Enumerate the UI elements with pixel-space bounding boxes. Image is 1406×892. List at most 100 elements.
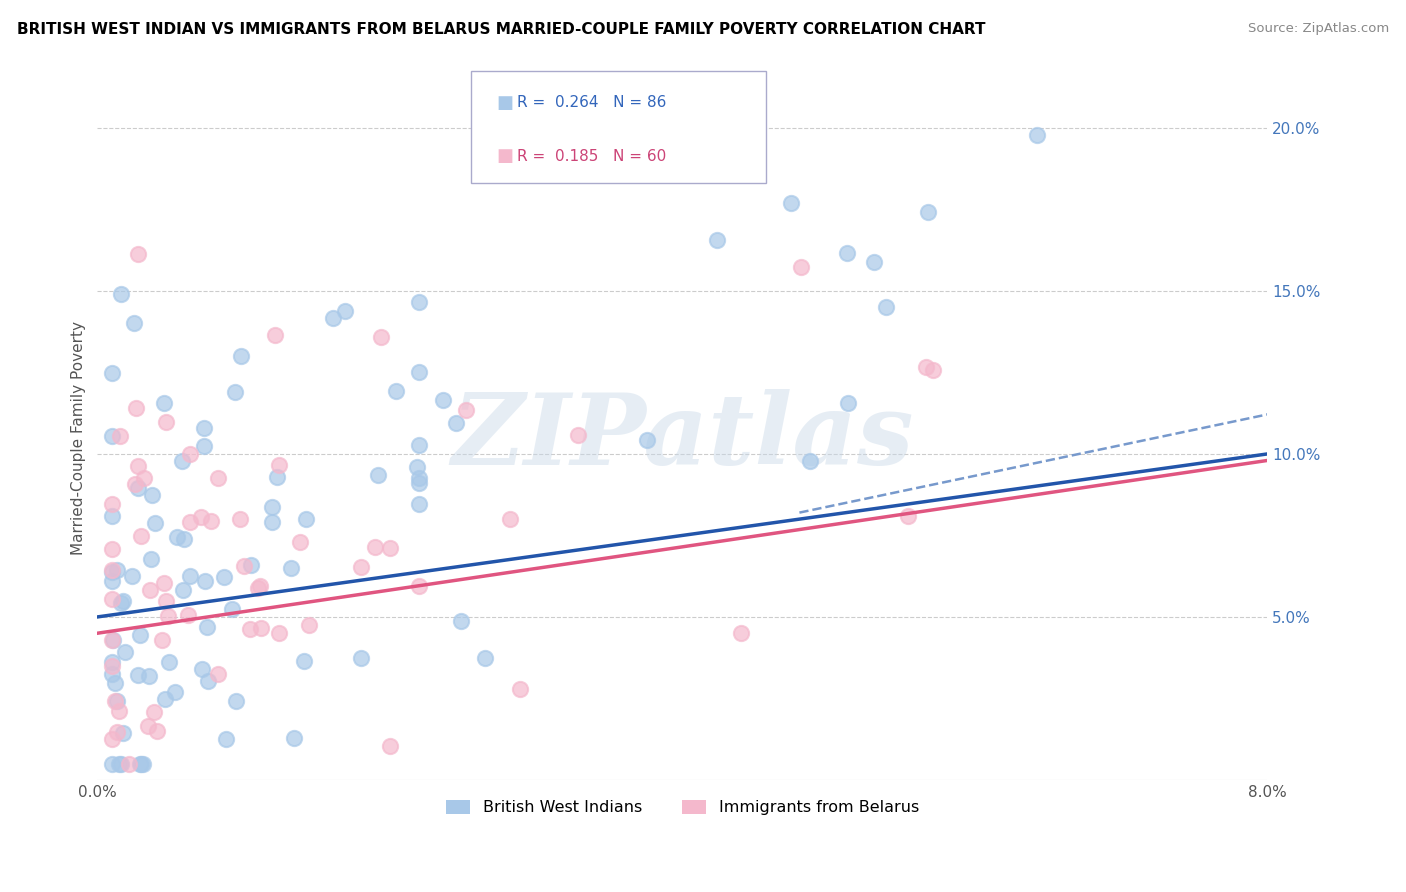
Point <box>111 725 134 739</box>
Point <box>177 607 200 622</box>
Point <box>172 582 194 597</box>
Point <box>112 594 135 608</box>
Point <box>384 384 406 399</box>
Point <box>150 633 173 648</box>
Point <box>104 694 127 708</box>
Point <box>444 416 467 430</box>
Text: ZIPatlas: ZIPatlas <box>451 390 914 486</box>
Point <box>195 620 218 634</box>
Point <box>152 576 174 591</box>
Point <box>141 488 163 502</box>
Point <box>114 645 136 659</box>
Point <box>105 725 128 739</box>
Point <box>249 579 271 593</box>
Point <box>101 591 124 606</box>
Point <box>262 515 284 529</box>
Point <box>408 294 430 309</box>
Text: Source: ZipAtlas.com: Source: ZipAtlas.com <box>1249 22 1389 36</box>
Point <box>155 594 177 608</box>
Y-axis label: Married-Couple Family Poverty: Married-Couple Family Poverty <box>72 320 86 555</box>
Point <box>406 459 429 474</box>
Point <box>225 694 247 708</box>
Point <box>364 540 387 554</box>
Point <box>191 662 214 676</box>
Point <box>408 471 430 485</box>
Point <box>837 246 859 260</box>
Point <box>408 438 430 452</box>
Point <box>129 756 152 771</box>
Point <box>370 330 392 344</box>
Point <box>267 458 290 472</box>
Point <box>165 685 187 699</box>
Text: ■: ■ <box>496 147 513 165</box>
Point <box>250 621 273 635</box>
Point <box>432 392 454 407</box>
Point <box>408 476 430 491</box>
Point <box>789 260 811 274</box>
Point <box>179 446 201 460</box>
Point <box>233 559 256 574</box>
Text: R =  0.185   N = 60: R = 0.185 N = 60 <box>517 149 666 163</box>
Point <box>450 614 472 628</box>
Point <box>509 681 531 696</box>
Point <box>247 581 270 595</box>
Point <box>101 632 124 647</box>
Point <box>108 756 131 771</box>
Point <box>194 574 217 589</box>
Point <box>170 454 193 468</box>
Point <box>104 676 127 690</box>
Point <box>224 385 246 400</box>
Point <box>127 246 149 260</box>
Text: BRITISH WEST INDIAN VS IMMIGRANTS FROM BELARUS MARRIED-COUPLE FAMILY POVERTY COR: BRITISH WEST INDIAN VS IMMIGRANTS FROM B… <box>17 22 986 37</box>
Point <box>292 654 315 668</box>
Point <box>193 439 215 453</box>
Point <box>125 401 148 415</box>
Point <box>267 626 290 640</box>
Point <box>101 563 124 577</box>
Point <box>101 655 124 669</box>
Point <box>288 535 311 549</box>
Point <box>322 310 344 325</box>
Point <box>146 723 169 738</box>
Point <box>367 467 389 482</box>
Point <box>129 529 152 543</box>
Text: ■: ■ <box>496 94 513 112</box>
Point <box>101 429 124 443</box>
Point <box>132 756 155 771</box>
Point <box>215 732 238 747</box>
Point <box>124 316 146 330</box>
Point <box>207 471 229 485</box>
Point <box>915 359 938 374</box>
Point <box>350 650 373 665</box>
Point <box>207 666 229 681</box>
Point <box>108 704 131 718</box>
Point <box>229 512 252 526</box>
Point <box>118 756 141 771</box>
Point <box>157 656 180 670</box>
Point <box>799 453 821 467</box>
Point <box>231 349 253 363</box>
Point <box>706 234 728 248</box>
Point <box>101 497 124 511</box>
Point <box>101 366 124 380</box>
Point <box>239 622 262 636</box>
Point <box>283 731 305 745</box>
Point <box>567 427 589 442</box>
Point <box>378 541 401 556</box>
Point <box>101 574 124 588</box>
Point <box>128 756 150 771</box>
Point <box>108 429 131 443</box>
Point <box>190 509 212 524</box>
Point <box>197 673 219 688</box>
Point <box>260 500 283 514</box>
Point <box>200 514 222 528</box>
Point <box>127 459 149 474</box>
Point <box>128 628 150 642</box>
Point <box>378 739 401 753</box>
Point <box>101 756 124 771</box>
Point <box>173 533 195 547</box>
Point <box>132 471 155 485</box>
Point <box>454 403 477 417</box>
Point <box>110 286 132 301</box>
Point <box>333 303 356 318</box>
